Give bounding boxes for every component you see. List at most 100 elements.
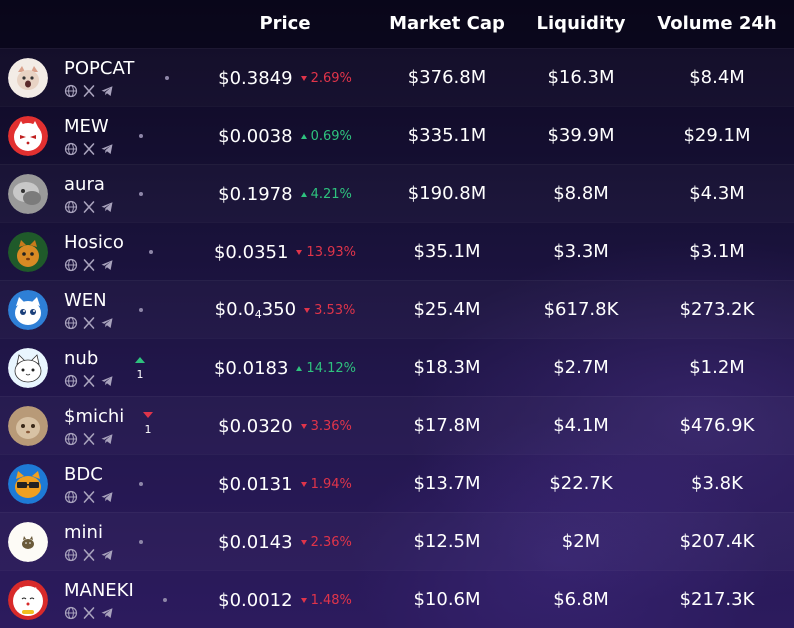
market-cap-value: $13.7M	[413, 473, 481, 494]
telegram-icon[interactable]	[100, 432, 114, 446]
token-name[interactable]: BDC	[64, 464, 103, 485]
volume-value: $3.1M	[689, 241, 745, 262]
telegram-icon[interactable]	[100, 606, 114, 620]
token-name[interactable]: mini	[64, 522, 103, 543]
telegram-icon[interactable]	[100, 200, 114, 214]
volume-value: $207.4K	[679, 531, 755, 552]
globe-icon[interactable]	[64, 432, 78, 446]
token-name[interactable]: MEW	[64, 116, 109, 137]
mew-avatar[interactable]	[8, 116, 48, 156]
liquidity-value: $39.9M	[547, 125, 615, 146]
telegram-icon[interactable]	[100, 374, 114, 388]
table-row[interactable]: MEW $0.0038 0.69% $335.1M $39.9M $29.1M	[0, 106, 794, 164]
status-dot	[139, 482, 143, 486]
maneki-avatar[interactable]	[8, 580, 48, 620]
table-row[interactable]: aura $0.1978 4.21% $190.8M $8.8M $4.3M	[0, 164, 794, 222]
x-icon[interactable]	[82, 374, 96, 388]
michi-avatar[interactable]	[8, 406, 48, 446]
token-name[interactable]: Hosico	[64, 232, 124, 253]
telegram-icon[interactable]	[100, 316, 114, 330]
hosico-avatar[interactable]	[8, 232, 48, 272]
social-links	[64, 606, 114, 620]
header-price[interactable]: Price	[259, 13, 311, 34]
price-cell: $0.1978 4.21%	[190, 165, 380, 223]
token-name[interactable]: WEN	[64, 290, 107, 311]
volume-value: $8.4M	[689, 67, 745, 88]
globe-icon[interactable]	[64, 142, 78, 156]
token-price: $0.3849	[218, 67, 293, 89]
token-name[interactable]: $michi	[64, 406, 125, 427]
x-icon[interactable]	[82, 432, 96, 446]
x-icon[interactable]	[82, 258, 96, 272]
globe-icon[interactable]	[64, 316, 78, 330]
volume-value: $1.2M	[689, 357, 745, 378]
arrow-down-icon	[300, 597, 307, 603]
telegram-icon[interactable]	[100, 142, 114, 156]
telegram-icon[interactable]	[100, 490, 114, 504]
x-icon[interactable]	[82, 84, 96, 98]
header-liquidity[interactable]: Liquidity	[536, 13, 626, 34]
globe-icon[interactable]	[64, 606, 78, 620]
token-name[interactable]: MANEKI	[64, 580, 134, 601]
nub-avatar[interactable]	[8, 348, 48, 388]
telegram-icon[interactable]	[100, 258, 114, 272]
rank-change-count: 1	[144, 423, 152, 436]
arrow-down-icon	[300, 423, 307, 429]
table-row[interactable]: BDC $0.0131 1.94% $13.7M $22.7K $3.8K	[0, 454, 794, 512]
token-price: $0.1978	[218, 183, 293, 205]
social-links	[64, 316, 114, 330]
popcat-avatar[interactable]	[8, 58, 48, 98]
token-name[interactable]: nub	[64, 348, 99, 369]
price-change: 1.48%	[300, 592, 352, 608]
price-change: 1.94%	[300, 476, 352, 492]
aura-avatar[interactable]	[8, 174, 48, 214]
price-cell: $0.0038 0.69%	[190, 107, 380, 165]
arrow-up-icon	[296, 365, 303, 371]
x-icon[interactable]	[82, 316, 96, 330]
header-volume-24h[interactable]: Volume 24h	[657, 13, 777, 34]
globe-icon[interactable]	[64, 84, 78, 98]
price-change-value: 2.36%	[310, 534, 352, 550]
token-name[interactable]: aura	[64, 174, 105, 195]
table-row[interactable]: mini $0.0143 2.36% $12.5M $2M $207.4K	[0, 512, 794, 570]
x-icon[interactable]	[82, 200, 96, 214]
globe-icon[interactable]	[64, 374, 78, 388]
price-cell: $0.04350 3.53%	[190, 281, 380, 339]
globe-icon[interactable]	[64, 490, 78, 504]
table-row[interactable]: POPCAT $0.3849 2.69% $376.8M $16.3M $8.4M	[0, 48, 794, 106]
telegram-icon[interactable]	[100, 548, 114, 562]
header-market-cap[interactable]: Market Cap	[389, 13, 505, 34]
status-dot	[165, 76, 169, 80]
volume-value: $476.9K	[679, 415, 755, 436]
x-icon[interactable]	[82, 490, 96, 504]
arrow-down-icon	[300, 539, 307, 545]
globe-icon[interactable]	[64, 258, 78, 272]
table-row[interactable]: $michi 1 $0.0320 3.36% $17.8M $4.1M $476.9K	[0, 396, 794, 454]
arrow-down-icon	[304, 307, 311, 313]
wen-avatar[interactable]	[8, 290, 48, 330]
bdc-avatar[interactable]	[8, 464, 48, 504]
token-name[interactable]: POPCAT	[64, 58, 135, 79]
price-change-value: 1.48%	[310, 592, 352, 608]
table-row[interactable]: MANEKI $0.0012 1.48% $10.6M $6.8M $217.3K	[0, 570, 794, 628]
price-change-value: 1.94%	[310, 476, 352, 492]
table-row[interactable]: Hosico $0.0351 13.93% $35.1M $3.3M $3.1M	[0, 222, 794, 280]
telegram-icon[interactable]	[100, 84, 114, 98]
price-cell: $0.0131 1.94%	[190, 455, 380, 513]
price-change-value: 3.53%	[314, 302, 356, 318]
mini-avatar[interactable]	[8, 522, 48, 562]
price-change-value: 0.69%	[310, 128, 352, 144]
table-body: POPCAT $0.3849 2.69% $376.8M $16.3M $8.4M MEW $…	[0, 48, 794, 628]
price-change-value: 2.69%	[310, 70, 352, 86]
triangle-up-icon	[135, 357, 145, 363]
globe-icon[interactable]	[64, 200, 78, 214]
x-icon[interactable]	[82, 548, 96, 562]
table-row[interactable]: nub 1 $0.0183 14.12% $18.3M $2.7M $1.2M	[0, 338, 794, 396]
liquidity-value: $8.8M	[553, 183, 609, 204]
liquidity-value: $4.1M	[553, 415, 609, 436]
arrow-down-icon	[300, 75, 307, 81]
x-icon[interactable]	[82, 606, 96, 620]
globe-icon[interactable]	[64, 548, 78, 562]
table-row[interactable]: WEN $0.04350 3.53% $25.4M $617.8K $273.2K	[0, 280, 794, 338]
x-icon[interactable]	[82, 142, 96, 156]
